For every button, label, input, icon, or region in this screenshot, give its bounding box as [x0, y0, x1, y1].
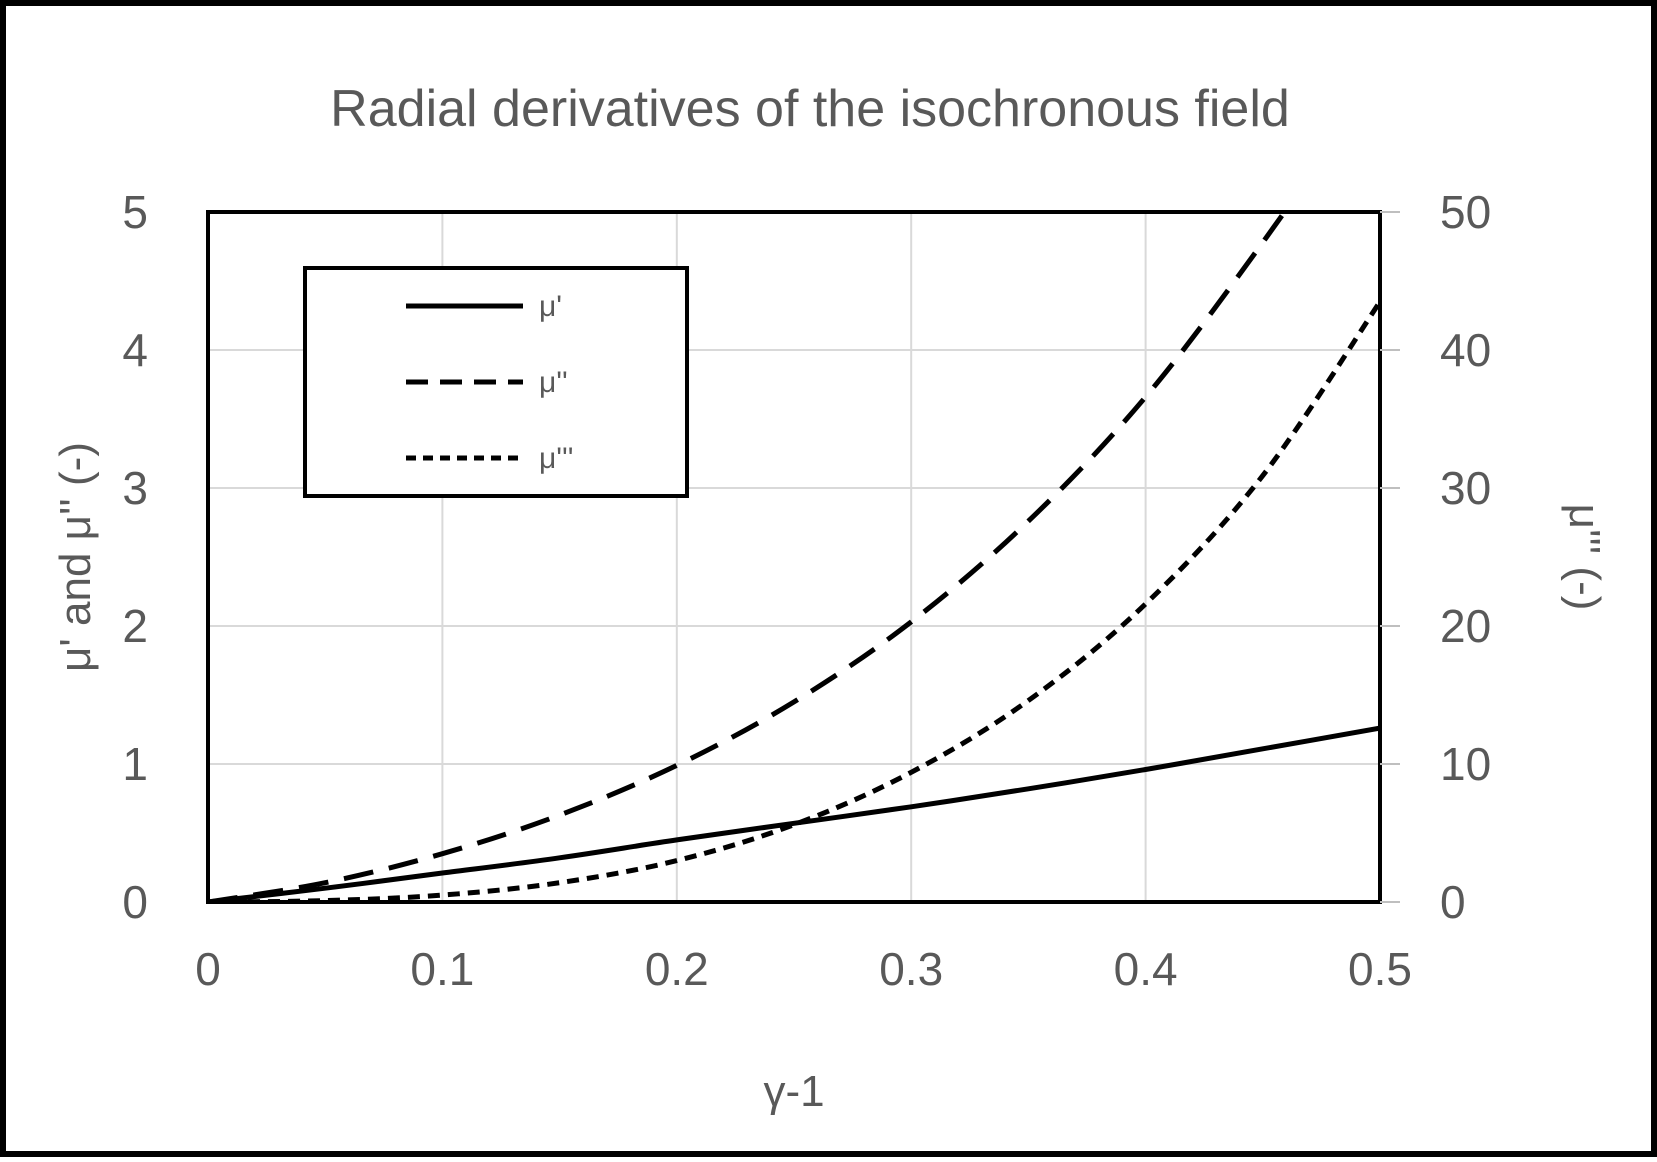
- legend-label-mu1: μ': [539, 290, 562, 323]
- y2-tick-label: 40: [1440, 324, 1491, 376]
- series-layer: [208, 212, 1380, 902]
- series-mu3-line: [208, 300, 1380, 902]
- y2-axis-title: μ''' (-): [1560, 504, 1609, 611]
- y-tick-label: 2: [122, 600, 148, 652]
- x-tick-label: 0.2: [645, 943, 709, 995]
- series-mu1-line: [208, 725, 1380, 902]
- legend: μ' μ'' μ''': [303, 266, 689, 498]
- legend-label-mu3: μ''': [539, 442, 573, 475]
- x-tick-label: 0.5: [1348, 943, 1412, 995]
- chart-title: Radial derivatives of the isochronous fi…: [330, 80, 1290, 138]
- x-tick-label: 0: [195, 943, 221, 995]
- y-axis-title: μ' and μ'' (-): [51, 442, 100, 672]
- legend-label-mu2: μ'': [539, 366, 568, 399]
- y-tick-label: 0: [122, 876, 148, 928]
- x-tick-label: 0.3: [879, 943, 943, 995]
- y2-tick-label: 50: [1440, 186, 1491, 238]
- series-mu2-line: [208, 212, 1288, 902]
- y2-tick-label: 0: [1440, 876, 1466, 928]
- y2-tick-label: 30: [1440, 462, 1491, 514]
- y2-tick-label: 20: [1440, 600, 1491, 652]
- y-tick-label: 3: [122, 462, 148, 514]
- y2-tick-label: 10: [1440, 738, 1491, 790]
- y-tick-label: 1: [122, 738, 148, 790]
- plot-area-border: [206, 210, 1382, 904]
- x-axis-title: γ-1: [763, 1067, 824, 1116]
- x-tick-label: 0.4: [1114, 943, 1178, 995]
- y-tick-label: 4: [122, 324, 148, 376]
- y-tick-label: 5: [122, 186, 148, 238]
- x-tick-label: 0.1: [410, 943, 474, 995]
